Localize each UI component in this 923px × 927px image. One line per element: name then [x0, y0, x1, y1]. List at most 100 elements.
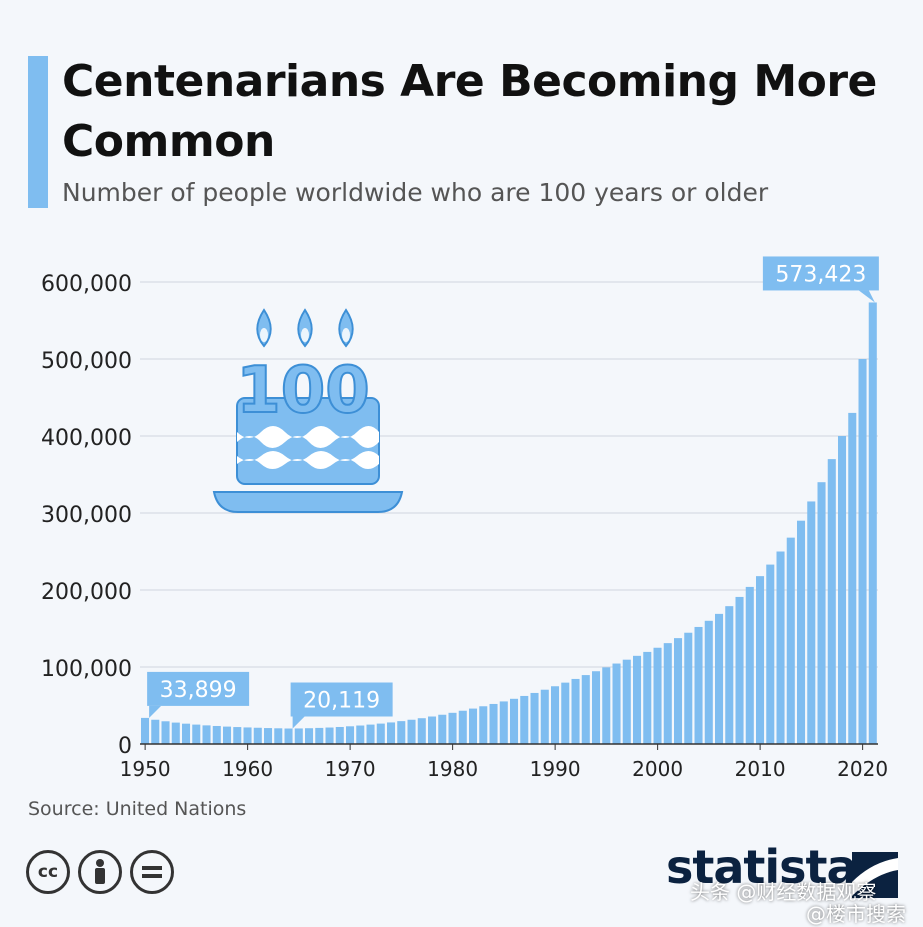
- bar: [848, 412, 857, 744]
- bar: [325, 727, 334, 744]
- bar: [438, 714, 447, 744]
- bar: [663, 643, 672, 744]
- bar: [756, 576, 765, 744]
- bar: [592, 671, 601, 744]
- bar: [540, 689, 549, 744]
- x-tick-label: 1950: [120, 757, 171, 781]
- bar: [387, 722, 396, 744]
- callout-box: [290, 682, 393, 717]
- page-title: Centenarians Are Becoming More Common: [62, 56, 877, 167]
- by-icon[interactable]: [78, 850, 122, 894]
- bar: [479, 706, 488, 744]
- bar: [376, 723, 385, 744]
- bar: [469, 708, 478, 744]
- bar: [633, 655, 642, 744]
- source-note: Source: United Nations: [28, 798, 247, 820]
- title-accent-bar: [28, 56, 48, 208]
- bar: [643, 651, 652, 744]
- bar: [499, 701, 508, 744]
- bar: [294, 728, 303, 744]
- bar: [725, 606, 734, 744]
- bar: [684, 632, 693, 744]
- bar: [520, 695, 529, 744]
- cake-number: 100: [236, 354, 370, 428]
- callout-box: [762, 256, 879, 291]
- bar: [622, 659, 631, 744]
- bar: [161, 721, 170, 744]
- y-tick-label: 400,000: [41, 426, 132, 451]
- page-subtitle: Number of people worldwide who are 100 y…: [62, 178, 769, 207]
- bar: [182, 723, 191, 744]
- callout-box: [147, 671, 250, 706]
- statista-logo[interactable]: statista: [666, 840, 858, 894]
- y-tick-label: 200,000: [41, 580, 132, 605]
- bar: [653, 647, 662, 744]
- bar: [858, 359, 867, 744]
- bar: [315, 727, 324, 744]
- bar: [489, 703, 498, 744]
- bar: [745, 586, 754, 744]
- callout-pointer: [292, 716, 305, 729]
- bar: [243, 727, 252, 744]
- bar: [674, 638, 683, 744]
- y-tick-label: 500,000: [41, 349, 132, 374]
- bar: [704, 620, 713, 744]
- bar: [202, 725, 211, 744]
- bar: [797, 520, 806, 744]
- y-tick-label: 100,000: [41, 657, 132, 682]
- watermark-text: @楼市搜索: [806, 902, 906, 926]
- bar: [407, 719, 416, 744]
- x-tick-label: 1980: [427, 757, 478, 781]
- data-label: 573,423: [775, 262, 866, 287]
- x-tick-label: 2000: [632, 757, 683, 781]
- cc-icon[interactable]: cc: [26, 850, 70, 894]
- bar: [530, 692, 539, 744]
- bar: [335, 726, 344, 744]
- bar: [141, 717, 150, 744]
- x-tick-label: 2020: [837, 757, 888, 781]
- bar: [233, 727, 242, 744]
- bar: [786, 537, 795, 744]
- bar: [192, 724, 201, 744]
- bar: [735, 596, 744, 744]
- bar: [838, 436, 847, 744]
- bar: [458, 710, 467, 744]
- bar: [448, 712, 457, 744]
- bar: [171, 722, 180, 744]
- bar: [223, 726, 232, 744]
- data-label: 33,899: [160, 678, 237, 703]
- x-tick-label: 1990: [530, 757, 581, 781]
- birthday-cake-icon: 100: [212, 308, 404, 513]
- bar: [551, 686, 560, 744]
- bar: [602, 667, 611, 744]
- bar: [776, 551, 785, 744]
- bar: [766, 564, 775, 744]
- y-tick-label: 600,000: [41, 272, 132, 297]
- x-tick-label: 1960: [222, 757, 273, 781]
- bar: [715, 613, 724, 744]
- bar: [428, 716, 437, 744]
- bar: [561, 682, 570, 744]
- bar: [694, 626, 703, 744]
- statista-mark-icon: [852, 852, 898, 898]
- data-label: 20,119: [303, 689, 380, 714]
- callout-pointer: [858, 290, 875, 303]
- bar: [366, 724, 375, 744]
- bar: [510, 698, 519, 744]
- bar: [868, 302, 877, 744]
- bar: [151, 719, 160, 744]
- nd-icon[interactable]: [130, 850, 174, 894]
- callout-pointer: [149, 705, 162, 718]
- y-tick-label: 0: [118, 734, 132, 759]
- y-tick-label: 300,000: [41, 503, 132, 528]
- x-tick-label: 1970: [325, 757, 376, 781]
- bar: [356, 725, 365, 744]
- bar: [284, 728, 293, 744]
- bar: [253, 727, 262, 744]
- watermark-text: 头条 @财经数据观察: [690, 880, 877, 904]
- bar: [827, 459, 836, 744]
- bar: [346, 726, 355, 744]
- bar: [612, 663, 621, 744]
- bar: [571, 678, 580, 744]
